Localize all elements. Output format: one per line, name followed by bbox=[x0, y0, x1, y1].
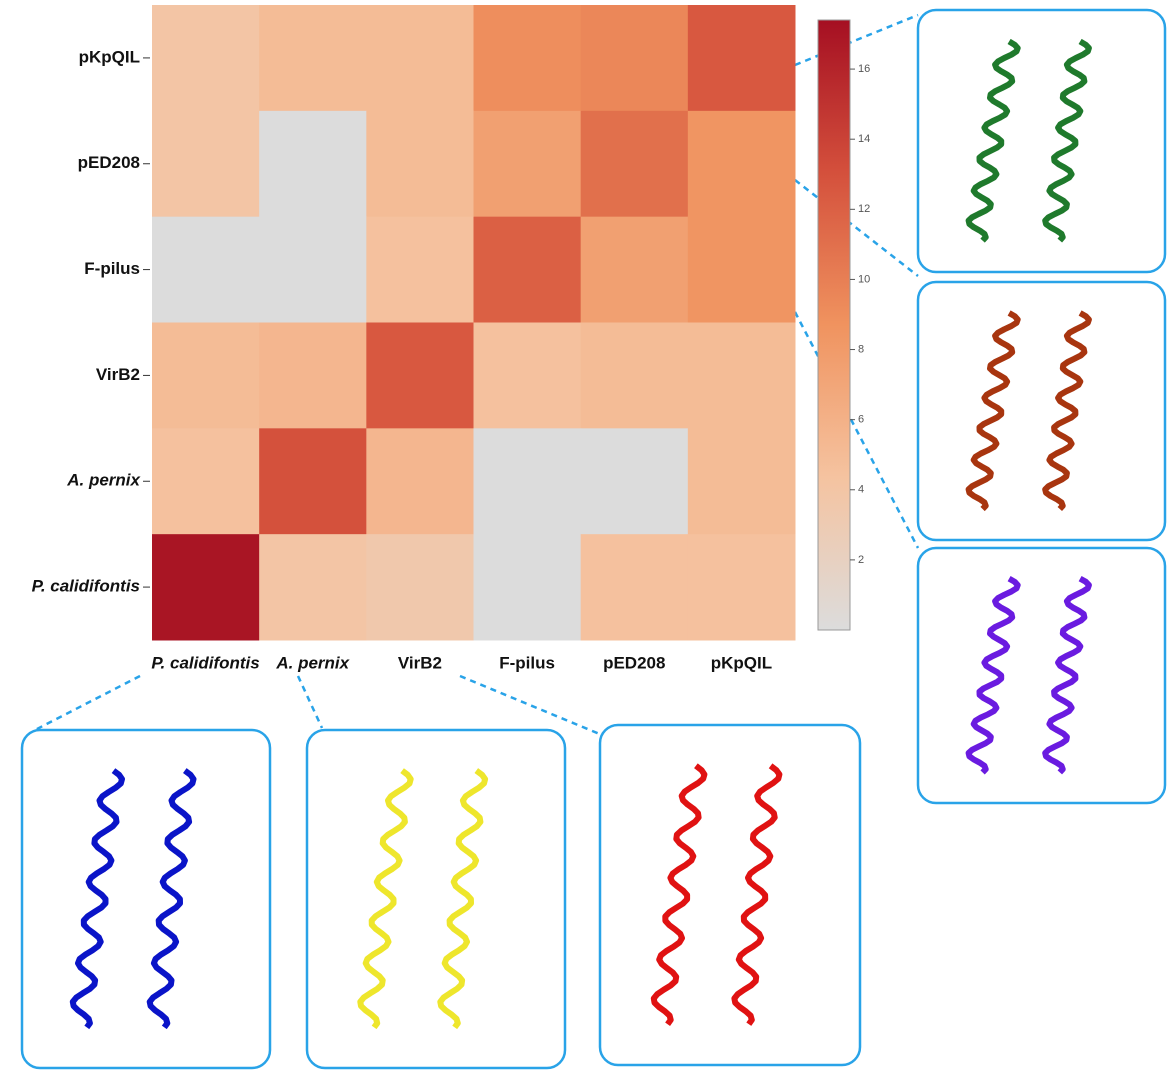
connector bbox=[795, 180, 918, 276]
x-tick-label: pED208 bbox=[603, 653, 665, 672]
heatmap-cell bbox=[259, 534, 367, 640]
colorbar-tick-label: 2 bbox=[858, 554, 864, 566]
colorbar-tick-label: 4 bbox=[858, 484, 864, 496]
figure: pKpQIL pED208 F-pilus VirB2 A. pernix P. cali… bbox=[0, 0, 1168, 1070]
structure-panel bbox=[918, 282, 1165, 540]
heatmap-cell bbox=[152, 428, 260, 534]
colorbar-tick-label: 10 bbox=[858, 273, 870, 285]
heatmap-cell bbox=[474, 5, 582, 111]
connector bbox=[298, 676, 322, 728]
heatmap-cell bbox=[152, 534, 260, 640]
colorbar-tick-label: 6 bbox=[858, 414, 864, 426]
heatmap-cell bbox=[581, 111, 689, 217]
x-tick-label: P. calidifontis bbox=[151, 653, 259, 672]
heatmap-cell bbox=[152, 217, 260, 323]
x-tick-label: VirB2 bbox=[398, 653, 442, 672]
y-tick-label: VirB2 bbox=[96, 365, 140, 384]
y-tick-label: A. pernix bbox=[66, 471, 141, 490]
x-tick-label: pKpQIL bbox=[711, 653, 772, 672]
connector bbox=[460, 676, 602, 735]
connector bbox=[795, 15, 918, 65]
structure-panel bbox=[600, 725, 860, 1065]
heatmap-cell bbox=[688, 217, 796, 323]
x-tick-label: F-pilus bbox=[499, 653, 555, 672]
structure-panel bbox=[307, 730, 565, 1068]
heatmap-cell bbox=[581, 5, 689, 111]
heatmap-cell bbox=[474, 111, 582, 217]
y-tick-label: F-pilus bbox=[84, 259, 140, 278]
heatmap-cell bbox=[581, 217, 689, 323]
heatmap-cell bbox=[474, 323, 582, 429]
y-tick-label: pKpQIL bbox=[79, 47, 140, 66]
heatmap-cell bbox=[152, 111, 260, 217]
y-tick-label: P. calidifontis bbox=[32, 577, 140, 596]
heatmap-cell bbox=[581, 428, 689, 534]
structure-panel bbox=[918, 10, 1165, 272]
heatmap-cell bbox=[259, 323, 367, 429]
colorbar-tick-label: 8 bbox=[858, 343, 864, 355]
heatmap-cell bbox=[474, 217, 582, 323]
heatmap-cell bbox=[688, 428, 796, 534]
connector bbox=[35, 676, 140, 730]
heatmap-cell bbox=[474, 534, 582, 640]
heatmap-cell bbox=[688, 111, 796, 217]
heatmap-cell bbox=[581, 323, 689, 429]
connector bbox=[795, 312, 918, 548]
heatmap-cell bbox=[474, 428, 582, 534]
heatmap-cell bbox=[581, 534, 689, 640]
heatmap-cell bbox=[259, 111, 367, 217]
heatmap-cell bbox=[366, 428, 474, 534]
y-tick-label: pED208 bbox=[78, 153, 140, 172]
heatmap-cell bbox=[688, 323, 796, 429]
heatmap-cell bbox=[259, 428, 367, 534]
heatmap-cell bbox=[259, 5, 367, 111]
heatmap-cell bbox=[366, 217, 474, 323]
heatmap-cell bbox=[366, 323, 474, 429]
colorbar-tick-label: 16 bbox=[858, 63, 870, 75]
heatmap-cell bbox=[259, 217, 367, 323]
heatmap-cell bbox=[152, 323, 260, 429]
colorbar-tick-label: 14 bbox=[858, 133, 870, 145]
x-tick-label: A. pernix bbox=[275, 653, 350, 672]
heatmap-cell bbox=[688, 534, 796, 640]
structure-panel bbox=[918, 548, 1165, 803]
heatmap-cell bbox=[688, 5, 796, 111]
heatmap-cell bbox=[366, 5, 474, 111]
heatmap-cell bbox=[152, 5, 260, 111]
heatmap-cell bbox=[366, 534, 474, 640]
structure-panel bbox=[22, 730, 270, 1068]
colorbar bbox=[818, 20, 850, 630]
colorbar-tick-label: 12 bbox=[858, 203, 870, 215]
heatmap-cell bbox=[366, 111, 474, 217]
